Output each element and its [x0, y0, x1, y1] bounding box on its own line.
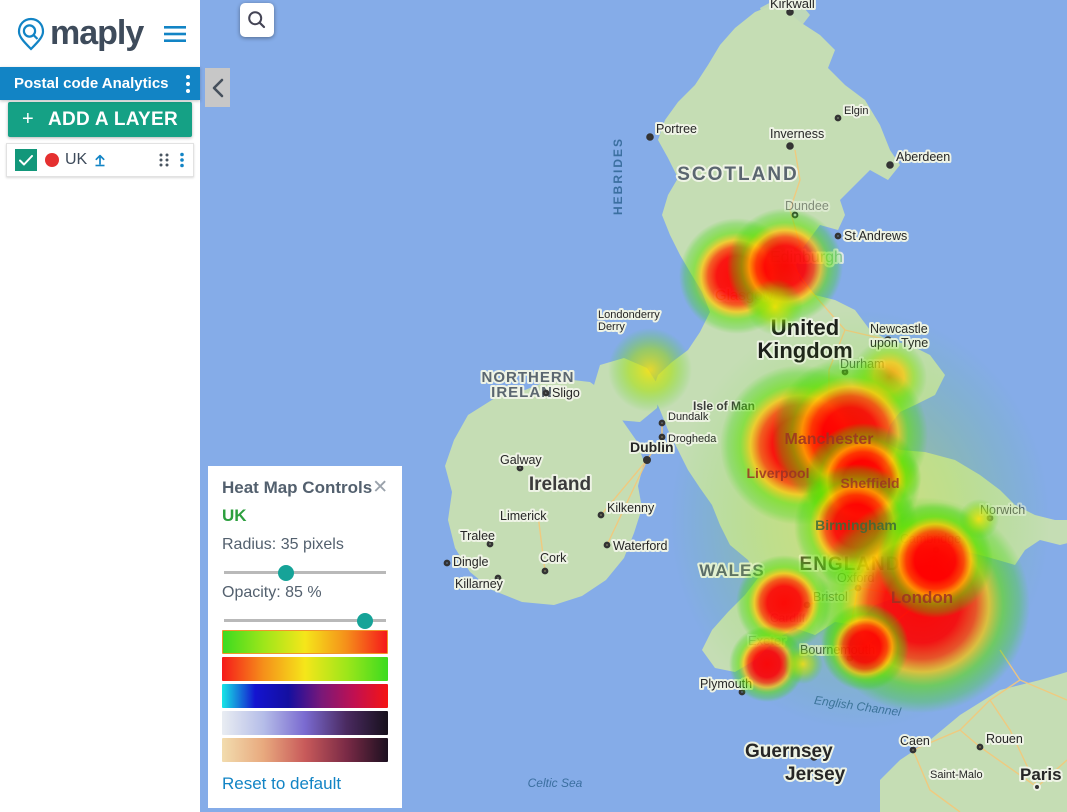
svg-text:Galway: Galway: [500, 453, 542, 467]
svg-text:Rouen: Rouen: [986, 732, 1023, 746]
svg-text:Cork: Cork: [540, 551, 567, 565]
svg-text:Kirkwall: Kirkwall: [770, 0, 815, 11]
svg-text:SCOTLAND: SCOTLAND: [677, 164, 799, 185]
svg-text:Ireland: Ireland: [529, 474, 591, 495]
svg-text:Elgin: Elgin: [844, 105, 868, 117]
svg-text:Waterford: Waterford: [613, 539, 667, 553]
svg-text:Manchester: Manchester: [785, 431, 874, 448]
svg-text:Aberdeen: Aberdeen: [896, 150, 950, 164]
svg-text:Liverpool: Liverpool: [746, 465, 809, 481]
svg-text:Guernsey: Guernsey: [745, 741, 833, 762]
svg-text:Caen: Caen: [900, 734, 930, 748]
svg-text:Killarney: Killarney: [455, 577, 504, 591]
svg-text:Tralee: Tralee: [460, 529, 495, 543]
svg-text:Inverness: Inverness: [770, 127, 824, 141]
svg-text:Kilkenny: Kilkenny: [607, 501, 655, 515]
svg-text:Celtic Sea: Celtic Sea: [528, 776, 583, 790]
svg-text:Sheffield: Sheffield: [840, 475, 899, 491]
svg-text:Sligo: Sligo: [552, 386, 580, 400]
svg-text:Jersey: Jersey: [785, 764, 846, 785]
svg-text:Dingle: Dingle: [453, 555, 488, 569]
svg-text:Derry: Derry: [598, 321, 625, 333]
svg-text:Paris: Paris: [1020, 765, 1062, 784]
svg-text:Londonderry: Londonderry: [598, 309, 660, 321]
svg-text:London: London: [891, 588, 953, 607]
svg-text:St Andrews: St Andrews: [844, 229, 907, 243]
svg-text:Birmingham: Birmingham: [815, 517, 897, 533]
svg-text:HEBRIDES: HEBRIDES: [611, 137, 625, 215]
svg-text:Limerick: Limerick: [500, 509, 547, 523]
svg-text:Dublin: Dublin: [630, 439, 674, 455]
svg-text:Portree: Portree: [656, 122, 697, 136]
svg-text:Saint-Malo: Saint-Malo: [930, 769, 983, 781]
